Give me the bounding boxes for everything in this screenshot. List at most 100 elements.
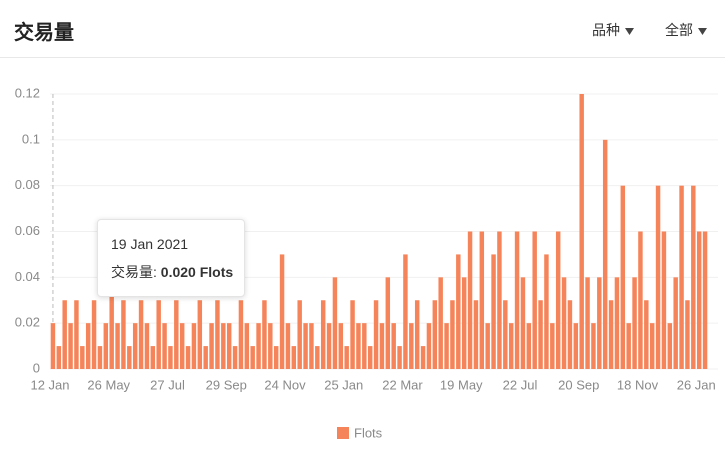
bar [567,300,573,369]
bar [461,277,467,369]
bar [309,323,314,369]
bar [85,323,91,369]
bar [644,300,649,369]
bar [373,300,379,369]
bar [297,300,302,369]
title: 交易量 [14,22,74,44]
bar [702,231,708,369]
bar [232,346,238,369]
bar [532,231,537,369]
bar [397,346,402,369]
bar [244,323,250,369]
bar [268,323,273,369]
bar [655,185,661,369]
bar [414,300,420,369]
bar [467,231,473,369]
x-tick-label: 22 Mar [382,377,423,392]
bar [602,139,608,369]
bar [520,277,526,369]
bar [456,254,461,369]
x-tick-label: 25 Jan [324,377,363,392]
bar [432,300,438,369]
bar [409,323,414,369]
bar [632,277,637,369]
bar [103,323,109,369]
y-tick-label: 0.12 [15,85,40,100]
bar [221,323,226,369]
bar [291,346,297,369]
y-tick-label: 0.06 [15,223,40,238]
x-tick-label: 19 May [440,377,483,392]
bar [226,323,232,369]
x-tick-label: 12 Jan [30,377,69,392]
bar [209,323,214,369]
bar [338,323,344,369]
tooltip-date: 19 Jan 2021 [111,236,189,252]
bar [80,346,85,369]
x-tick-label: 18 Nov [617,377,659,392]
bar [503,300,508,369]
x-tick-label: 26 Jan [677,377,716,392]
bar [362,323,367,369]
bar [391,323,396,369]
bar [538,300,543,369]
bar [667,323,673,369]
bar [162,323,167,369]
bar [420,346,426,369]
header: 交易量 品种 全部 [0,0,725,58]
bar [144,323,150,369]
bar [485,323,490,369]
bar [479,231,485,369]
bar [673,277,678,369]
filter[interactable]: 品种 [592,20,634,40]
bar [197,300,203,369]
y-tick-label: 0.1 [22,131,40,146]
bar [262,300,267,369]
bar [508,323,514,369]
bar [367,346,373,369]
chart: 0 0.02 0.04 0.06 0.08 0.1 0.12 12 Jan 26 May 27 J… [15,85,718,440]
x-tick-label: 26 May [87,377,130,392]
bar [544,254,549,369]
bar [50,323,56,369]
bar [215,300,220,369]
bar [561,277,567,369]
bar [191,323,197,369]
bar [68,323,73,369]
bar [649,323,655,369]
filter-label[interactable]: 品种 [592,22,620,38]
bar [315,346,320,369]
x-tick-label: 22 Jul [503,377,538,392]
x-tick-label: 24 Nov [264,377,306,392]
bar [74,300,79,369]
bar [132,323,138,369]
y-tick-label: 0.04 [15,269,40,284]
x-tick-label: 27 Jul [150,377,185,392]
bar [250,346,255,369]
bar [156,300,161,369]
tooltip-value: 0.020 Flots [160,264,234,280]
bar [115,323,120,369]
tooltip-row: 交易量: 0.020 Flots [111,262,233,282]
bar [138,300,144,369]
bar [350,300,355,369]
bar [626,323,631,369]
bar [526,323,532,369]
bar [97,346,103,369]
bar [696,231,702,369]
legend-label: Flots [354,425,383,440]
y-tick-label: 0.02 [15,315,40,330]
bar [685,300,690,369]
legend-swatch [337,427,349,439]
filter-label[interactable]: 全部 [665,22,693,38]
x-tick-label: 29 Sep [206,377,247,392]
bar [91,300,97,369]
bar [438,277,443,369]
bar [497,231,502,369]
bar [608,300,614,369]
bar [356,323,361,369]
bar [450,300,455,369]
x-tick-label: 20 Sep [558,377,599,392]
filter[interactable]: 全部 [665,20,707,40]
bar [285,323,291,369]
